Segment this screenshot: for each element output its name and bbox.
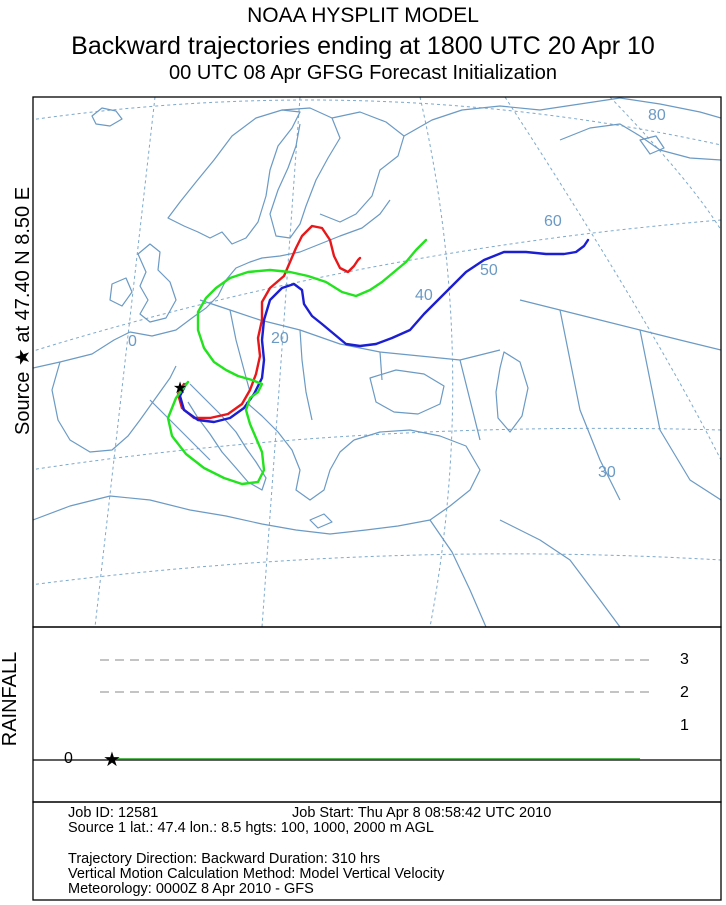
trajectory-red-path bbox=[176, 224, 362, 420]
lat-label: 20 bbox=[271, 330, 289, 347]
source-star-icon: ★ bbox=[173, 380, 187, 397]
info-frame bbox=[32, 801, 722, 901]
trajectory-title: Backward trajectories ending at 1800 UTC… bbox=[71, 32, 655, 60]
lat-label: 0 bbox=[128, 333, 137, 350]
source-location-label: Source ★ at 47.40 N 8.50 E bbox=[12, 186, 34, 435]
rain-tick-3: 3 bbox=[680, 651, 689, 668]
lat-label: 50 bbox=[480, 262, 498, 279]
job-start-text: Job Start: Thu Apr 8 08:58:42 UTC 2010 bbox=[292, 805, 552, 821]
coastlines bbox=[33, 97, 721, 627]
trajectory-green-path bbox=[166, 238, 428, 486]
source-details-text: Source 1 lat.: 47.4 lon.: 8.5 hgts: 100,… bbox=[68, 820, 434, 836]
rainfall-chart: ★ bbox=[33, 659, 721, 771]
vertical-motion-text: Vertical Motion Calculation Method: Mode… bbox=[68, 866, 445, 882]
lat-label: 60 bbox=[544, 213, 562, 230]
graticule bbox=[33, 97, 721, 627]
lat-label: 80 bbox=[648, 107, 666, 124]
latitude-labels: 80 60 50 40 30 20 0 bbox=[128, 107, 666, 481]
rain-source-star-icon: ★ bbox=[103, 749, 121, 771]
map-panel: 80 60 50 40 30 20 0 ★ bbox=[33, 97, 721, 627]
meteorology-text: Meteorology: 0000Z 8 Apr 2010 - GFS bbox=[68, 881, 314, 897]
initialization-subtitle: 00 UTC 08 Apr GFSG Forecast Initializati… bbox=[169, 62, 557, 84]
map-frame bbox=[32, 96, 722, 628]
rainfall-axis-label: RAINFALL bbox=[0, 651, 21, 747]
lat-label: 30 bbox=[598, 464, 616, 481]
model-title: NOAA HYSPLIT MODEL bbox=[247, 4, 479, 27]
trajectory-blue-path bbox=[178, 238, 590, 424]
lat-label: 40 bbox=[415, 287, 433, 304]
trajectory-direction-text: Trajectory Direction: Backward Duration:… bbox=[68, 851, 381, 867]
job-id-text: Job ID: 12581 bbox=[68, 805, 159, 821]
rain-tick-0: 0 bbox=[64, 750, 73, 767]
rainfall-frame bbox=[32, 626, 722, 803]
rain-tick-1: 1 bbox=[680, 717, 689, 734]
rain-tick-2: 2 bbox=[680, 684, 689, 701]
